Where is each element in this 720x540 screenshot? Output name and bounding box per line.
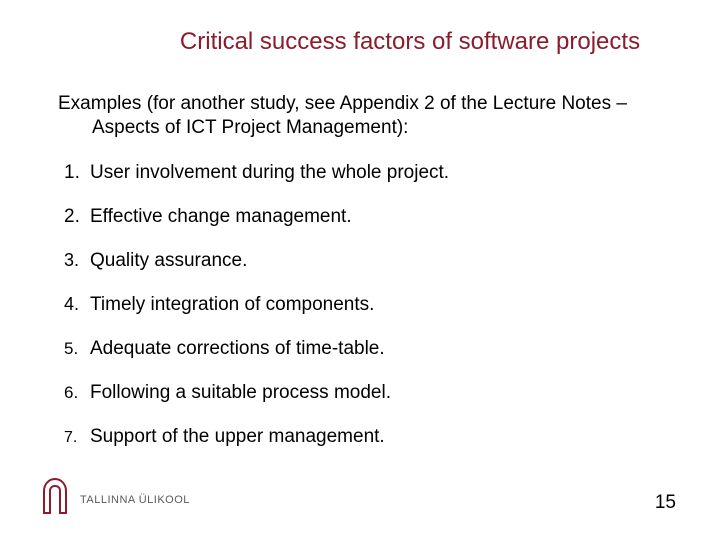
slide-footer: TALLINNA ÜLIKOOL 15 [0,474,720,522]
list-text: Quality assurance. [90,250,247,272]
list-item: 2. Effective change management. [64,206,662,228]
intro-paragraph: Examples (for another study, see Appendi… [58,92,662,140]
intro-line2: Aspects of ICT Project Management): [58,116,662,140]
logo-mark-icon [40,477,70,522]
list-item: 1. User involvement during the whole pro… [64,162,662,184]
list-item: 7. Support of the upper management. [64,426,662,448]
list-item: 4. Timely integration of components. [64,294,662,316]
list-item: 5. Adequate corrections of time-table. [64,338,662,360]
list-text: Support of the upper management. [90,426,385,448]
list-number: 6. [64,383,90,403]
logo-text: TALLINNA ÜLIKOOL [80,494,190,506]
list-item: 3. Quality assurance. [64,250,662,272]
list-number: 3. [64,250,90,271]
list-text: Timely integration of components. [90,294,374,316]
list-number: 2. [64,206,90,228]
list-text: Effective change management. [90,206,352,228]
list-text: User involvement during the whole projec… [90,162,449,184]
factors-list: 1. User involvement during the whole pro… [58,162,662,448]
slide: Critical success factors of software pro… [0,0,720,540]
intro-line1: Examples (for another study, see Appendi… [58,93,627,114]
page-number: 15 [655,492,676,514]
list-text: Adequate corrections of time-table. [90,338,385,360]
list-number: 7. [64,429,90,447]
list-number: 4. [64,294,90,315]
slide-title: Critical success factors of software pro… [158,28,662,56]
list-item: 6. Following a suitable process model. [64,382,662,404]
list-text: Following a suitable process model. [90,382,391,404]
university-logo: TALLINNA ÜLIKOOL [40,477,190,522]
list-number: 5. [64,339,90,359]
list-number: 1. [64,162,90,184]
